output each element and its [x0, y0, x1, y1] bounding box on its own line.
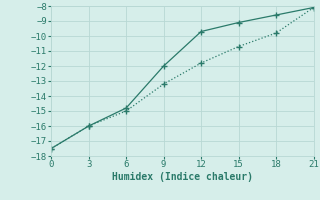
X-axis label: Humidex (Indice chaleur): Humidex (Indice chaleur)	[112, 172, 253, 182]
